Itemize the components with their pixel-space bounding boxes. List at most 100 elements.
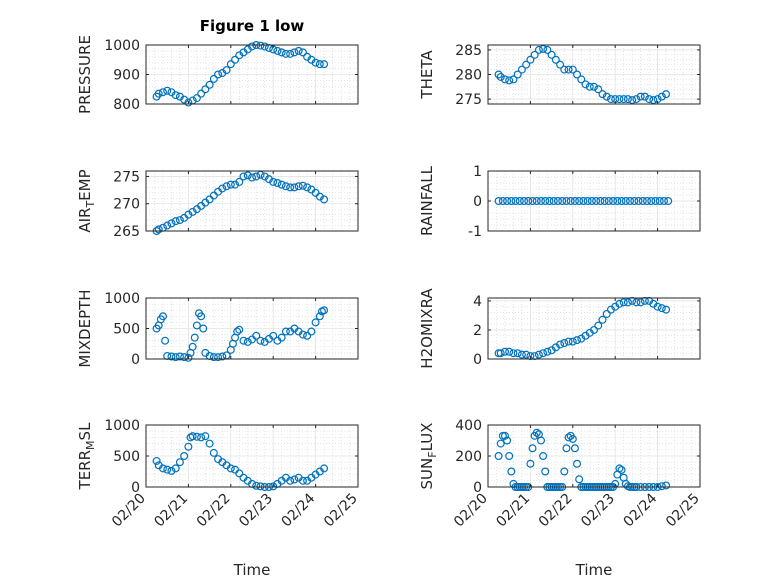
y-axis-label: PRESSURE	[76, 35, 94, 114]
data-point	[598, 315, 607, 324]
y-tick-label: 4	[473, 294, 482, 310]
data-point	[256, 336, 265, 345]
data-point	[286, 183, 295, 192]
y-axis-label-rest: EMP	[76, 169, 94, 200]
data-point	[534, 45, 543, 54]
y-tick-label: 285	[455, 43, 482, 59]
data-point	[171, 217, 180, 226]
data-point	[619, 95, 628, 104]
y-tick-label: 800	[113, 97, 140, 113]
data-point	[277, 180, 286, 189]
data-point	[564, 433, 573, 442]
data-point	[617, 465, 626, 474]
data-point	[579, 197, 588, 206]
data-point	[645, 95, 654, 104]
data-point	[197, 433, 206, 442]
data-point	[617, 197, 626, 206]
data-point	[539, 44, 548, 53]
data-point	[566, 197, 575, 206]
data-point	[188, 432, 197, 441]
axes-box	[487, 297, 701, 360]
data-point	[171, 91, 180, 100]
data-point	[192, 94, 201, 103]
data-point	[167, 219, 176, 228]
data-point	[583, 197, 592, 206]
figure-title: Figure 1 low	[200, 17, 305, 35]
data-point	[587, 197, 596, 206]
subplot-5: 0 500 1000 MIXDEPTH	[76, 289, 359, 368]
y-axis-label-rest: SL	[76, 422, 94, 441]
data-point	[158, 312, 167, 321]
data-point	[252, 481, 261, 490]
data-point	[235, 469, 244, 478]
y-axis-label-main: AIR	[76, 208, 94, 233]
series-markers	[152, 40, 329, 107]
y-axis-label-subscript: M	[84, 440, 97, 450]
data-point	[581, 80, 590, 89]
data-point	[199, 324, 208, 333]
data-point	[536, 436, 545, 445]
y-tick-label: 1000	[104, 418, 140, 434]
data-point	[507, 467, 516, 476]
data-point	[532, 428, 541, 437]
x-tick-label: 02/20	[451, 491, 491, 531]
x-tick-label: 02/22	[194, 491, 234, 531]
data-point	[197, 312, 206, 321]
data-point	[235, 177, 244, 186]
data-point	[500, 347, 509, 356]
data-point	[226, 464, 235, 473]
y-tick-label: 275	[455, 92, 482, 108]
data-point	[526, 55, 535, 64]
data-point	[218, 184, 227, 193]
data-point	[662, 305, 671, 314]
x-tick-label: 02/24	[621, 490, 661, 530]
data-point	[167, 466, 176, 475]
data-point	[560, 65, 569, 74]
data-point	[161, 336, 170, 345]
x-axis-label-left: Time	[233, 561, 271, 579]
x-tick-label: 02/24	[279, 490, 319, 530]
data-point	[655, 197, 664, 206]
data-point	[636, 298, 645, 307]
y-tick-label: 1000	[104, 38, 140, 54]
data-point	[231, 55, 240, 64]
data-point	[201, 432, 210, 441]
y-tick-label: 0	[473, 352, 482, 368]
data-point	[226, 180, 235, 189]
data-point	[503, 197, 512, 206]
data-point	[315, 60, 324, 69]
data-point	[562, 444, 571, 453]
data-point	[530, 50, 539, 59]
data-point	[602, 92, 611, 101]
data-point	[573, 336, 582, 345]
data-point	[269, 331, 278, 340]
data-point	[553, 197, 562, 206]
data-point	[209, 448, 218, 457]
data-point	[609, 197, 618, 206]
data-point	[197, 89, 206, 98]
data-point	[543, 347, 552, 356]
data-point	[298, 476, 307, 485]
data-point	[604, 197, 613, 206]
data-point	[541, 197, 550, 206]
data-point	[526, 459, 535, 468]
data-point	[594, 321, 603, 330]
data-point	[596, 197, 605, 206]
data-point	[500, 431, 509, 440]
data-point	[163, 221, 172, 230]
y-axis-label-subscript: F	[426, 451, 439, 457]
data-point	[222, 182, 231, 191]
data-point	[549, 197, 558, 206]
data-point	[243, 171, 252, 180]
data-point	[290, 183, 299, 192]
data-point	[320, 60, 329, 69]
y-axis-label: TERRMSL	[76, 422, 97, 491]
data-point	[500, 75, 509, 84]
y-axis-label: H2OMIXRA	[418, 288, 436, 369]
data-point	[158, 88, 167, 97]
data-point	[541, 467, 550, 476]
data-point	[515, 197, 524, 206]
x-tick-label: 02/20	[109, 491, 149, 531]
data-point	[281, 182, 290, 191]
